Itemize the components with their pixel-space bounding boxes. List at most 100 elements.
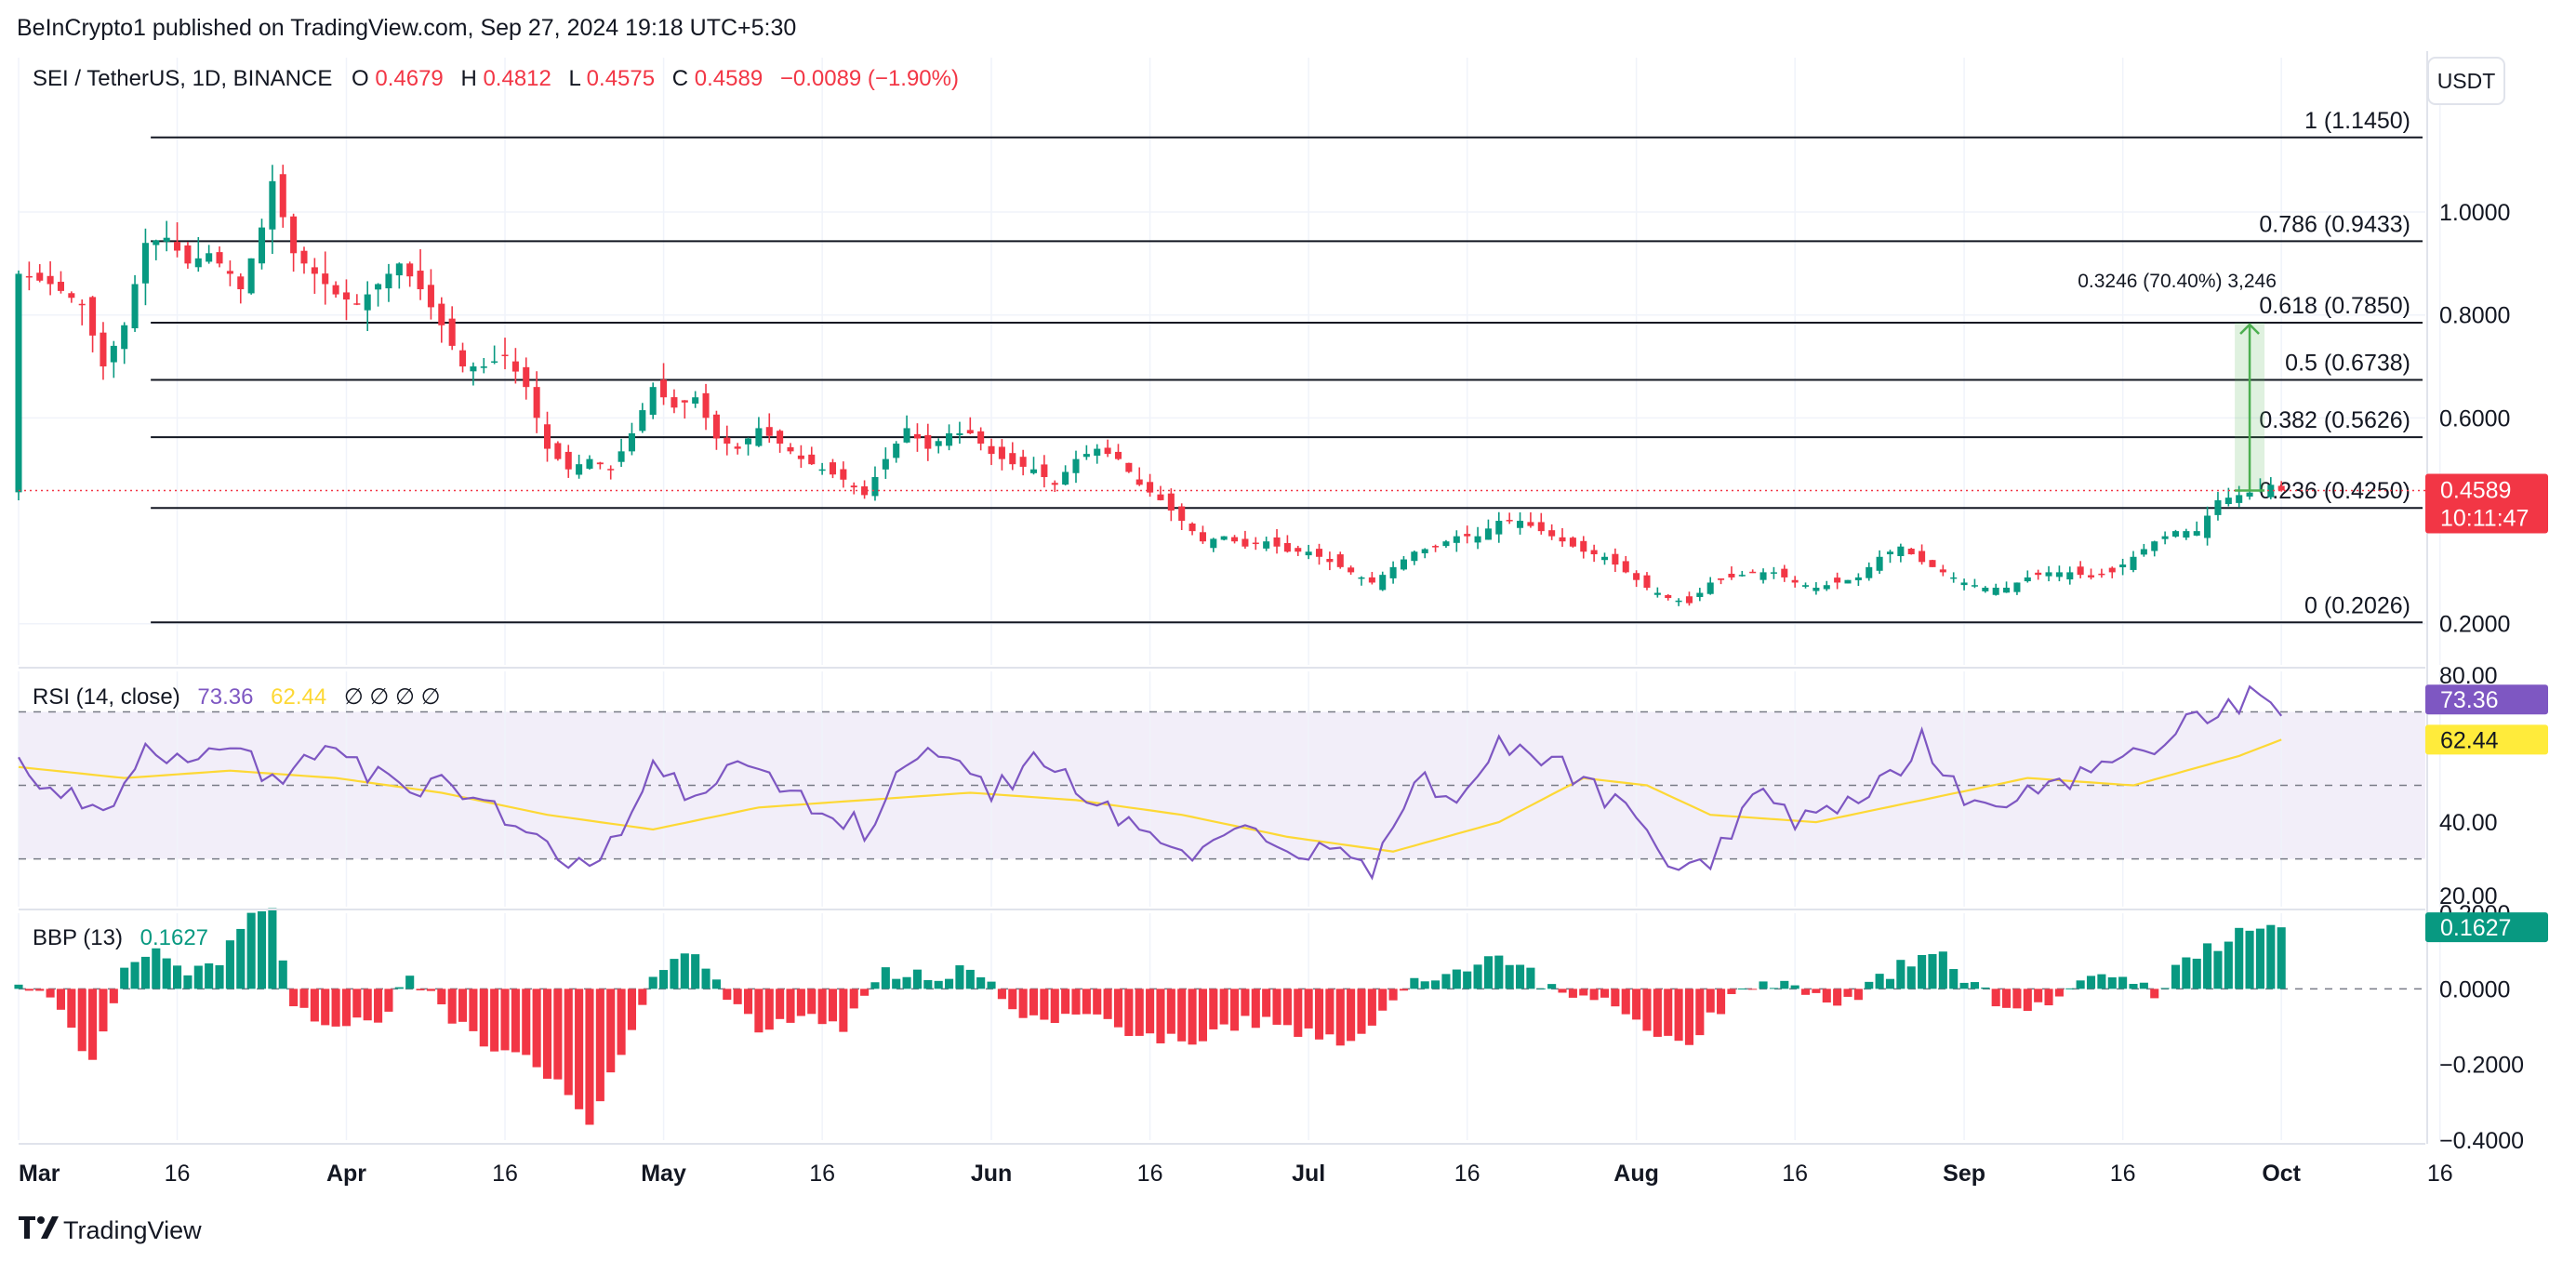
candle-body — [808, 454, 816, 465]
bbp-value-badge: 0.1627 — [2425, 912, 2548, 943]
bbp-bar — [67, 989, 76, 1029]
time-tick-5: 16 — [809, 1161, 835, 1187]
fib-label-0.236: 0.236 (0.4250) — [2259, 478, 2410, 504]
candle-body — [765, 427, 773, 436]
candle-body — [290, 216, 298, 254]
candle-body — [406, 263, 414, 277]
candle-body — [1252, 542, 1259, 545]
candle — [174, 222, 181, 258]
bbp-bar — [2076, 980, 2085, 989]
candle — [1992, 583, 1999, 596]
candle — [787, 443, 794, 455]
bbp-bar — [1494, 955, 1504, 989]
bbp-pane[interactable]: BBP (13) 0.1627 — [14, 908, 2441, 1140]
bbp-bar — [796, 989, 805, 1016]
candle — [406, 261, 414, 287]
candle-body — [2193, 531, 2200, 536]
bbp-bar — [405, 976, 415, 989]
time-axis[interactable]: Mar 16 Apr 16 May 16 Jun 16 Jul 16 Aug 16 Sep 16 Oct 16 — [19, 1161, 2453, 1187]
candle-body — [1791, 579, 1799, 583]
candle-body — [1897, 546, 1905, 557]
bbp-bar — [1558, 989, 1567, 993]
bbp-bar — [754, 989, 764, 1033]
candle-body — [1929, 560, 1936, 567]
candle — [1147, 473, 1154, 498]
bbp-bar — [912, 969, 922, 989]
candle-body — [617, 451, 625, 462]
candle — [681, 400, 688, 419]
candle-body — [2066, 572, 2074, 580]
candle — [1982, 586, 1989, 593]
bbp-bar — [14, 984, 23, 989]
candle — [1866, 562, 1873, 581]
candle — [258, 219, 266, 270]
bbp-bar — [2255, 928, 2264, 989]
candle-body — [491, 361, 498, 363]
candle-body — [1738, 575, 1746, 577]
bbp-bar — [522, 989, 531, 1055]
rsi-value: 73.36 — [197, 684, 253, 710]
candle-body — [121, 325, 128, 350]
bbp-bar — [77, 989, 86, 1052]
candle-body — [1834, 577, 1841, 583]
candle-body — [2267, 484, 2275, 498]
bbp-bar — [1759, 981, 1768, 989]
bbp-bar — [437, 989, 446, 1005]
candle-body — [1062, 471, 1069, 485]
candle — [206, 245, 213, 264]
bbp-bar — [1124, 989, 1134, 1037]
candle — [1653, 587, 1661, 598]
bbp-legend[interactable]: BBP (13) 0.1627 — [33, 925, 208, 950]
bbp-bar — [2150, 989, 2159, 999]
bbp-bar — [1135, 989, 1144, 1036]
candle — [692, 391, 699, 408]
bar-countdown: 10:11:47 — [2440, 505, 2529, 531]
rsi-pane[interactable]: RSI (14, close) 73.36 62.44 ∅ ∅ ∅ ∅ — [18, 671, 2441, 907]
bbp-bar — [881, 967, 890, 989]
candle — [2003, 581, 2011, 593]
bbp-bar — [1800, 989, 1811, 995]
candle-body — [100, 332, 107, 367]
main-grid — [18, 58, 2441, 665]
candle — [2045, 565, 2052, 582]
candle — [2077, 561, 2084, 578]
bbp-bar — [828, 989, 838, 1022]
fib-retracement[interactable]: 1 (1.1450)0.786 (0.9433)0.618 (0.7850)0.… — [151, 108, 2423, 624]
candle — [1411, 551, 1418, 565]
candle-body — [46, 275, 54, 285]
candle-body — [1506, 520, 1513, 522]
bbp-bar — [670, 959, 679, 989]
bbp-bar — [1568, 989, 1577, 998]
candle — [1273, 528, 1281, 554]
bbp-bar — [46, 989, 55, 998]
candle-body — [1907, 549, 1915, 555]
candle-body — [1559, 537, 1566, 542]
bbp-bar — [1388, 989, 1398, 1001]
bbp-bar — [1812, 989, 1821, 993]
candle — [448, 306, 456, 351]
bbp-bar — [35, 989, 45, 991]
currency-button[interactable] — [2427, 57, 2505, 105]
candle-body — [829, 462, 837, 475]
candle-body — [1019, 457, 1027, 467]
candle-body — [364, 294, 371, 311]
candle-body — [448, 318, 456, 346]
candle — [1749, 569, 1757, 574]
main-pane[interactable]: 1 (1.1450)0.786 (0.9433)0.618 (0.7850)0.… — [15, 58, 2441, 665]
candle-body — [564, 451, 572, 470]
candle — [279, 165, 286, 228]
symbol-legend[interactable]: SEI / TetherUS, 1D, BINANCE O 0.4679 H 0… — [33, 66, 959, 91]
bbp-bar — [310, 989, 319, 1022]
price-range-measure[interactable]: 0.3246 (70.40%) 3,246 — [2078, 271, 2277, 492]
bbp-bar — [140, 956, 150, 989]
bbp-bar — [955, 965, 964, 989]
candle-body — [1759, 572, 1767, 580]
candle — [1812, 582, 1820, 595]
candle — [1263, 537, 1270, 551]
candle-body — [269, 180, 276, 230]
bbp-bar — [1664, 989, 1673, 1036]
candle-body — [1950, 577, 1958, 579]
rsi-legend[interactable]: RSI (14, close) 73.36 62.44 ∅ ∅ ∅ ∅ — [33, 684, 441, 710]
